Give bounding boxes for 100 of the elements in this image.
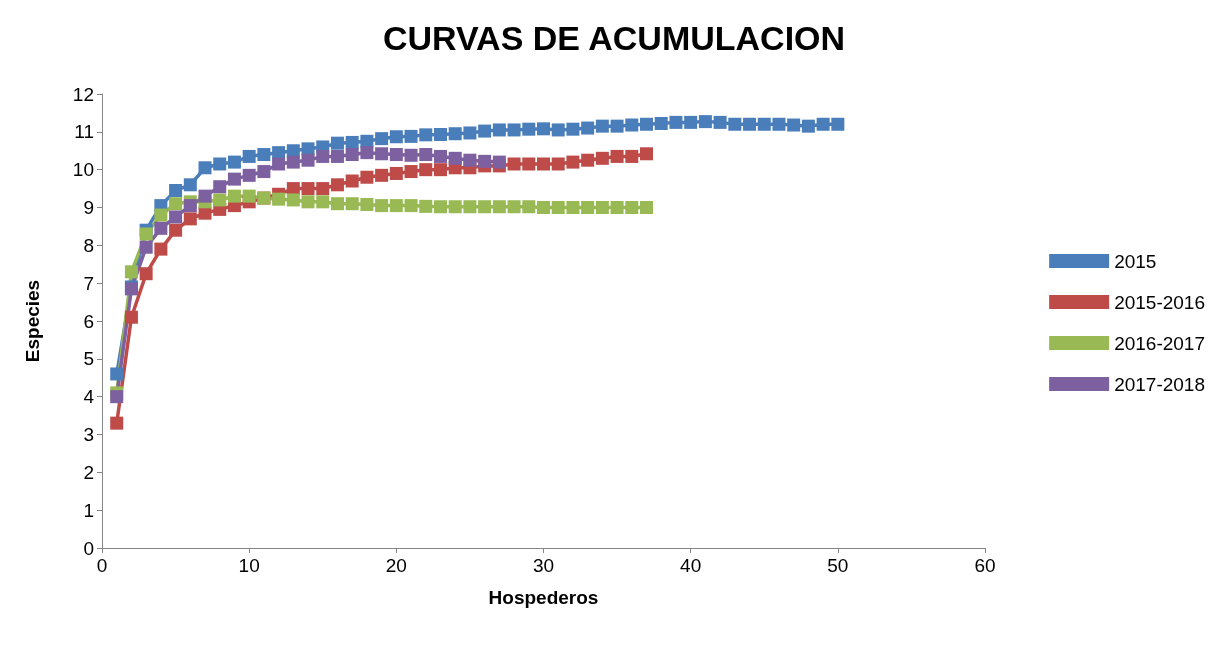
y-tick-label: 3	[83, 424, 94, 445]
point	[478, 200, 492, 214]
point	[198, 206, 212, 220]
x-tick-label: 0	[96, 555, 108, 576]
point	[433, 149, 447, 163]
point	[610, 149, 624, 163]
point	[404, 199, 418, 213]
point	[492, 123, 506, 137]
point	[595, 201, 609, 214]
point	[772, 117, 786, 131]
point	[787, 118, 801, 132]
point	[551, 123, 565, 137]
point	[169, 197, 183, 211]
point	[242, 168, 256, 182]
point	[124, 265, 138, 279]
point	[654, 117, 668, 131]
point	[345, 135, 359, 149]
point	[581, 153, 595, 167]
point	[139, 240, 153, 254]
point	[713, 115, 727, 129]
point	[566, 155, 580, 169]
x-tick-label: 40	[680, 555, 702, 576]
point	[419, 163, 433, 177]
point	[801, 119, 815, 133]
point	[227, 189, 241, 203]
point	[301, 142, 315, 156]
point	[169, 210, 183, 224]
point	[213, 193, 227, 207]
point	[743, 117, 757, 131]
point	[581, 201, 595, 214]
point	[183, 178, 197, 192]
legend-label: 2015-2016	[1114, 291, 1206, 313]
point	[404, 165, 418, 179]
point	[492, 200, 506, 214]
point	[375, 168, 389, 182]
point	[625, 149, 639, 163]
point	[728, 117, 742, 131]
point	[404, 148, 418, 162]
point	[389, 148, 403, 162]
y-axis-title: Especies	[22, 279, 43, 363]
point	[419, 128, 433, 142]
point	[419, 148, 433, 162]
point	[625, 201, 639, 214]
x-tick-label: 10	[238, 555, 260, 576]
point	[640, 201, 654, 214]
y-tick-label: 7	[83, 272, 94, 294]
point	[610, 201, 624, 214]
point	[301, 195, 315, 209]
point	[522, 122, 536, 136]
point	[595, 151, 609, 165]
y-tick-label: 12	[72, 83, 94, 105]
point	[522, 200, 536, 214]
point	[375, 199, 389, 213]
point	[257, 148, 271, 162]
point	[595, 119, 609, 133]
point	[389, 166, 403, 180]
y-tick-label: 4	[83, 386, 95, 408]
chart-title: CURVAS DE ACUMULACION	[382, 19, 846, 57]
point	[183, 212, 197, 226]
y-tick-label: 5	[83, 348, 94, 370]
point	[389, 130, 403, 144]
point	[183, 199, 197, 213]
point	[169, 223, 183, 237]
x-tick-label: 50	[827, 555, 849, 576]
y-tick-label: 8	[83, 234, 94, 256]
point	[139, 267, 153, 281]
point	[272, 192, 286, 206]
point	[537, 201, 550, 214]
point	[330, 149, 344, 163]
point	[110, 367, 124, 381]
point	[242, 149, 256, 163]
point	[463, 126, 477, 140]
point	[831, 117, 845, 131]
y-tick-label: 9	[83, 197, 94, 218]
point	[404, 129, 418, 143]
point	[551, 201, 565, 214]
point	[124, 310, 138, 324]
x-tick-label: 20	[385, 555, 407, 576]
point	[286, 193, 300, 207]
point	[610, 119, 624, 133]
point	[507, 123, 521, 137]
point	[640, 117, 654, 131]
point	[625, 118, 639, 132]
point	[154, 242, 168, 256]
x-tick-label: 30	[532, 555, 555, 576]
point	[198, 189, 212, 203]
x-tick-label: 60	[974, 555, 996, 576]
point	[345, 174, 359, 188]
point	[154, 221, 168, 235]
point	[566, 201, 580, 214]
point	[360, 146, 374, 160]
point	[301, 182, 315, 196]
point	[507, 157, 521, 171]
x-axis-title: Hospederos	[488, 587, 599, 608]
point	[433, 200, 447, 214]
point	[669, 115, 683, 129]
point	[213, 180, 227, 194]
point	[684, 115, 698, 129]
point	[448, 151, 462, 165]
y-tick-label: 1	[83, 499, 94, 521]
